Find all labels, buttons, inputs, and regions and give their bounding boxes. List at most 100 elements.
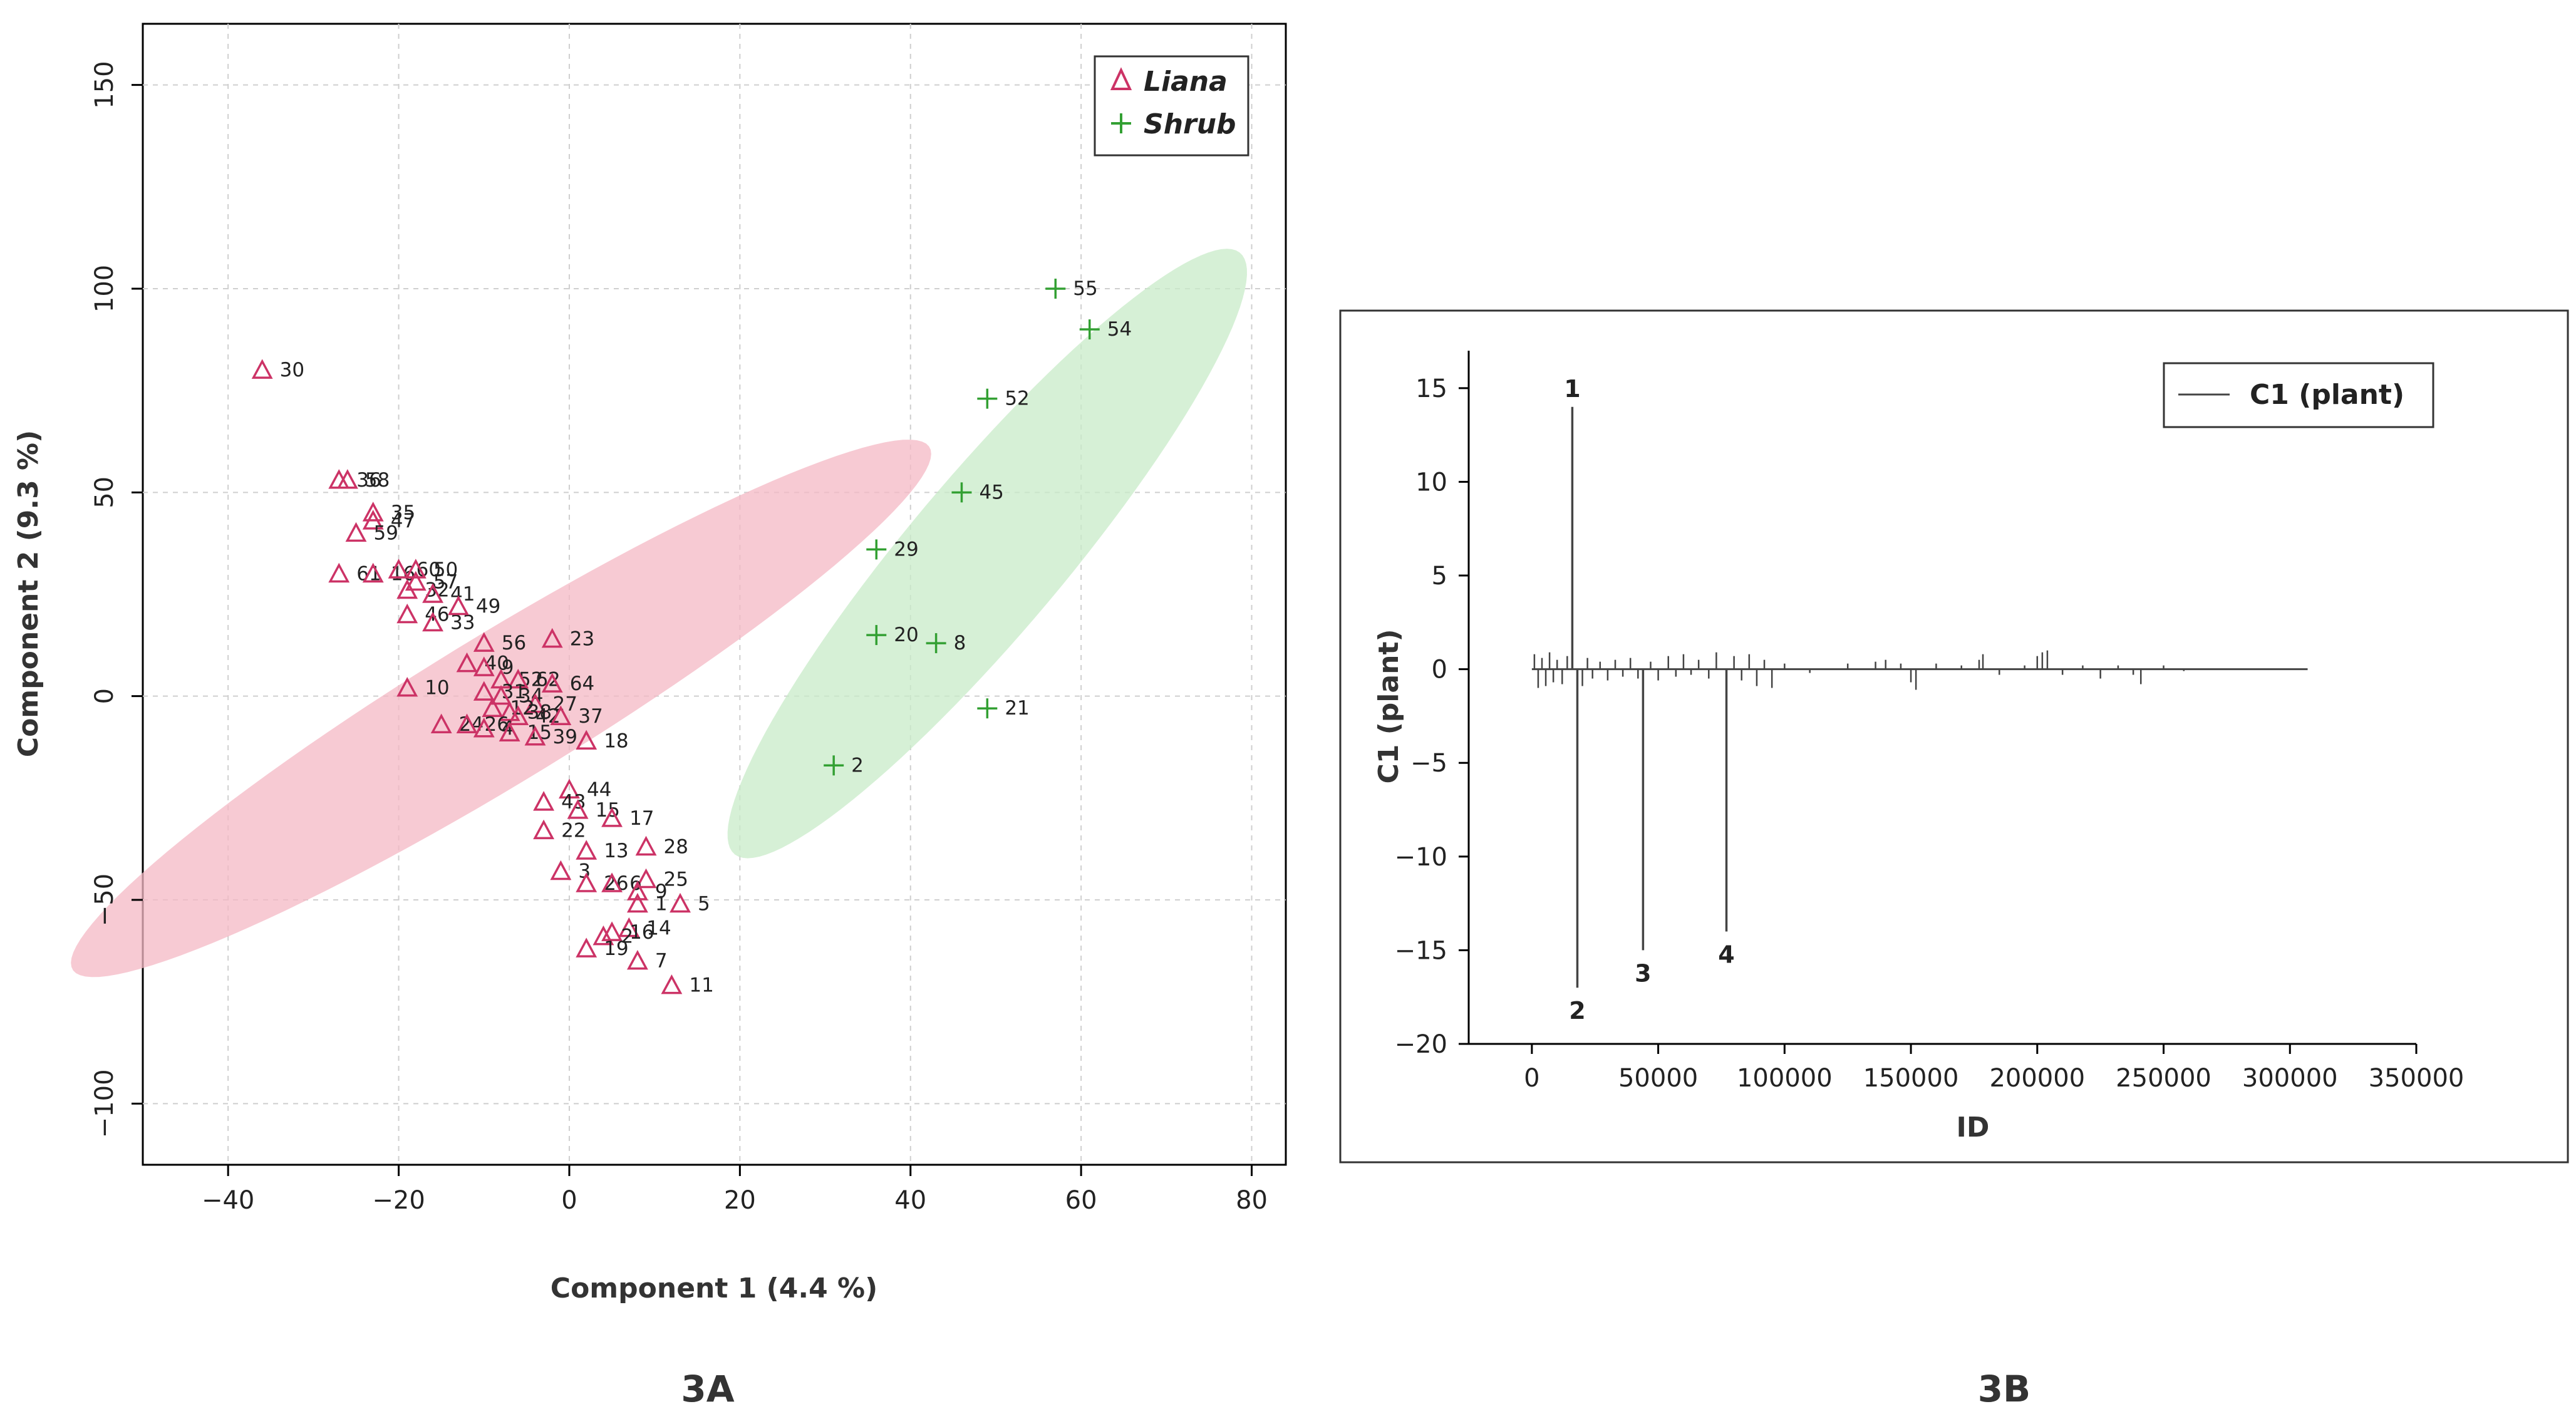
y-tick-label: 10	[1415, 468, 1447, 497]
point-liana	[473, 656, 495, 676]
legend-3a: Liana Shrub	[1094, 55, 1249, 157]
y-tick-label: −10	[1395, 843, 1447, 872]
x-tick-label: 100000	[1737, 1064, 1833, 1093]
point-label: 6	[629, 872, 642, 895]
x-tick-label: 350000	[2369, 1064, 2465, 1093]
point-label: 55	[1073, 277, 1097, 300]
point-liana	[576, 872, 597, 892]
y-tick-label: −5	[1410, 749, 1447, 778]
point-liana	[618, 917, 640, 937]
point-label: 8	[954, 632, 966, 654]
panel-3b: 0 50000 100000 150000 200000 250000 300000 3500…	[1339, 309, 2569, 1410]
y-axis-title-3a: Component 2 (9.3 %)	[13, 430, 44, 757]
point-label: 9	[655, 880, 668, 903]
point-liana	[396, 603, 418, 624]
x-axis-title-3b: ID	[1957, 1112, 1990, 1143]
point-liana	[430, 713, 452, 733]
point-label: 5	[698, 893, 710, 916]
point-label: 11	[689, 974, 713, 997]
point-shrub	[866, 625, 887, 646]
point-liana	[670, 892, 691, 913]
point-liana	[550, 705, 572, 725]
point-liana	[567, 799, 589, 819]
point-liana	[635, 835, 657, 856]
point-label: 28	[664, 835, 688, 858]
x-tick-label: 20	[724, 1186, 756, 1215]
point-label: 54	[1107, 318, 1132, 341]
x-tick-label: 40	[894, 1186, 926, 1215]
peak-label-3: 3	[1635, 959, 1651, 987]
legend-shrub-label: Shrub	[1144, 108, 1236, 140]
point-label: 31	[502, 681, 526, 703]
point-shrub	[926, 633, 946, 654]
point-label: 19	[604, 937, 628, 960]
point-label: 39	[552, 726, 577, 748]
point-label: 29	[894, 538, 918, 560]
point-label: 30	[280, 359, 304, 381]
legend-triangle-icon	[1110, 67, 1132, 90]
point-liana	[482, 697, 504, 717]
point-shrub	[1045, 278, 1066, 299]
point-liana	[533, 819, 555, 840]
x-tick-label: 200000	[1989, 1064, 2085, 1093]
point-shrub	[1079, 319, 1100, 340]
point-label: 62	[535, 669, 560, 691]
point-label: 27	[552, 693, 577, 716]
legend-liana-label: Liana	[1144, 66, 1228, 98]
point-liana	[601, 807, 623, 827]
y-tick-label: 100	[90, 265, 119, 312]
confidence-ellipse-shrub	[727, 249, 1247, 859]
ellipses-3a	[71, 249, 1247, 978]
point-label: 40	[485, 653, 509, 675]
x-tick-label: −40	[202, 1186, 254, 1215]
point-liana	[661, 974, 683, 994]
x-tick-label: 0	[1524, 1064, 1539, 1093]
point-liana	[507, 668, 529, 689]
y-tick-label: 0	[1432, 656, 1447, 684]
point-liana	[251, 359, 273, 379]
point-liana	[507, 705, 529, 725]
point-liana	[541, 627, 563, 648]
point-label: 10	[425, 677, 449, 699]
point-liana	[490, 684, 512, 705]
point-liana	[524, 726, 546, 746]
point-liana	[447, 595, 469, 616]
point-liana	[422, 611, 443, 632]
point-label: 2	[621, 926, 633, 948]
point-label: 49	[476, 596, 500, 618]
point-label: 52	[1005, 388, 1029, 410]
point-shrub	[977, 698, 998, 719]
y-tick-label: −100	[90, 1069, 119, 1138]
point-liana	[626, 880, 648, 901]
point-liana	[328, 562, 350, 583]
point-liana	[345, 522, 367, 542]
peak-label-2: 2	[1569, 997, 1585, 1024]
point-label: 33	[450, 612, 475, 634]
x-tick-label: 300000	[2242, 1064, 2338, 1093]
point-liana	[626, 949, 648, 970]
point-label: 47	[391, 510, 415, 532]
x-tick-label: 0	[561, 1186, 577, 1215]
point-label: 38	[527, 701, 552, 724]
x-axis-title-3a: Component 1 (4.4 %)	[551, 1272, 877, 1304]
panel-frame-3b	[1339, 309, 2569, 1164]
axes-3b: 0 50000 100000 150000 200000 250000 300000 3500…	[1395, 351, 2465, 1093]
point-liana	[405, 559, 427, 579]
point-liana	[362, 562, 384, 583]
point-label: 59	[373, 522, 398, 544]
point-liana	[456, 713, 478, 733]
point-label: 37	[578, 705, 603, 728]
point-label: 56	[502, 632, 526, 654]
point-liana	[473, 632, 495, 652]
point-label: 9	[502, 656, 514, 679]
point-liana	[396, 579, 418, 599]
signal-spikes-3b	[1531, 650, 2308, 690]
point-label: 16	[629, 921, 654, 944]
point-label: 2	[851, 754, 864, 777]
point-liana	[592, 925, 614, 946]
point-liana	[388, 559, 410, 579]
point-liana	[422, 583, 443, 603]
